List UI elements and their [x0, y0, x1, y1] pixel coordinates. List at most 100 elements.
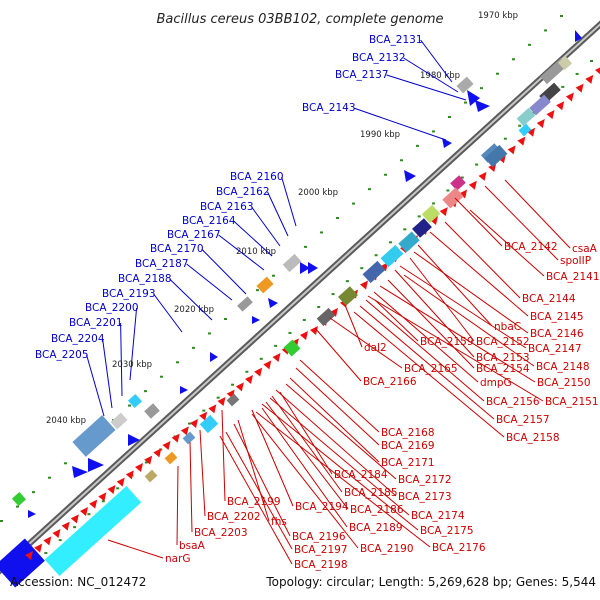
reverse-gene-label[interactable]: BCA_2146 — [530, 328, 584, 340]
reverse-gene-label[interactable]: dmpG — [480, 377, 512, 389]
reverse-gene-label[interactable]: nbaC — [494, 321, 521, 333]
reverse-gene-label[interactable]: BCA_2198 — [294, 559, 348, 571]
forward-gene-label[interactable]: BCA_2143 — [302, 102, 356, 114]
leader-line — [189, 441, 193, 533]
forward-gene-label[interactable]: BCA_2193 — [102, 288, 156, 300]
forward-gene-arrow — [575, 30, 582, 42]
forward-gene-label[interactable]: BCA_2167 — [167, 229, 221, 241]
reverse-gene-arrow — [43, 536, 52, 546]
forward-gene-label[interactable]: BCA_2131 — [369, 34, 423, 46]
leader-line — [314, 327, 362, 382]
reverse-gene-label[interactable]: BCA_2171 — [381, 457, 435, 469]
reverse-gene-arrow — [89, 499, 98, 509]
forward-gene-label[interactable]: BCA_2205 — [35, 349, 89, 361]
reverse-gene-label[interactable]: BCA_2169 — [381, 440, 435, 452]
reverse-gene-label[interactable]: BCA_2173 — [398, 491, 452, 503]
reverse-gene-label[interactable]: BCA_2168 — [381, 427, 435, 439]
reverse-gene-arrow — [25, 551, 33, 560]
reverse-gene-arrow — [208, 404, 217, 414]
forward-gene-label[interactable]: BCA_2162 — [216, 186, 270, 198]
reverse-gene-label[interactable]: BCA_2159 — [420, 336, 474, 348]
tick-dot — [360, 267, 364, 270]
tick-dot — [331, 293, 335, 296]
reverse-gene-label[interactable]: BCA_2157 — [496, 414, 550, 426]
leader-line — [285, 383, 397, 480]
forward-gene-label[interactable]: BCA_2187 — [135, 258, 189, 270]
forward-gene-label[interactable]: BCA_2200 — [85, 302, 139, 314]
leader-line — [420, 39, 453, 83]
reverse-gene-label[interactable]: BCA_2196 — [292, 531, 346, 543]
tick-dot — [512, 58, 515, 61]
kbp-tick-label: 2040 kbp — [46, 416, 86, 426]
leader-line — [186, 263, 233, 301]
reverse-gene-label[interactable]: spoIIP — [560, 255, 591, 267]
reverse-gene-label[interactable]: BCA_2172 — [398, 474, 452, 486]
tick-dot — [224, 318, 227, 320]
tick-dot — [374, 254, 378, 257]
reverse-gene-label[interactable]: BCA_2148 — [536, 361, 590, 373]
leader-line — [102, 338, 113, 409]
reverse-gene-label[interactable]: BCA_2153 — [476, 352, 530, 364]
forward-gene-labels: BCA_2131 BCA_2132 BCA_2137 BCA_2143 BCA_2160… — [35, 34, 467, 417]
forward-gene-label[interactable]: BCA_2188 — [118, 273, 172, 285]
reverse-gene-label[interactable]: BCA_2144 — [522, 293, 576, 305]
reverse-gene-arrow — [556, 101, 565, 111]
reverse-gene-label[interactable]: BCA_2197 — [294, 544, 348, 556]
reverse-gene-label[interactable]: BCA_2202 — [207, 511, 261, 523]
tick-dot — [274, 344, 278, 347]
reverse-gene-label[interactable]: BCA_2152 — [476, 336, 530, 348]
leader-line — [267, 191, 289, 237]
forward-gene-label[interactable]: BCA_2163 — [200, 201, 254, 213]
reverse-gene-label[interactable]: BCA_2158 — [506, 432, 560, 444]
reverse-gene-label[interactable]: BCA_2165 — [404, 363, 458, 375]
leader-line — [86, 354, 105, 417]
forward-gene-label[interactable]: BCA_2201 — [69, 317, 123, 329]
tick-dot — [528, 43, 531, 46]
forward-gene-block — [237, 296, 253, 312]
reverse-gene-label[interactable]: BCA_2151 — [545, 396, 599, 408]
leader-line — [387, 279, 475, 369]
leader-line — [444, 221, 521, 299]
reverse-gene-label[interactable]: BCA_2156 — [486, 396, 540, 408]
forward-gene-label[interactable]: BCA_2170 — [150, 243, 204, 255]
reverse-gene-label[interactable]: BCA_2189 — [349, 522, 403, 534]
tick-dot — [32, 491, 35, 494]
reverse-gene-label[interactable]: BCA_2203 — [194, 527, 248, 539]
leader-line — [379, 285, 536, 383]
reverse-gene-label[interactable]: BCA_2145 — [530, 311, 584, 323]
forward-gene-label[interactable]: BCA_2137 — [335, 69, 389, 81]
reverse-gene-label[interactable]: BCA_2174 — [411, 510, 465, 522]
reverse-gene-label[interactable]: BCA_2147 — [528, 343, 582, 355]
leader-line — [107, 539, 164, 559]
reverse-gene-arrow — [34, 543, 43, 553]
forward-gene-block — [0, 538, 45, 588]
reverse-gene-label[interactable]: csaA — [572, 243, 598, 255]
reverse-gene-label[interactable]: BCA_2175 — [420, 525, 474, 537]
forward-gene-label[interactable]: BCA_2132 — [352, 52, 406, 64]
reverse-gene-label[interactable]: BCA_2176 — [432, 542, 486, 554]
reverse-gene-label[interactable]: BCA_2141 — [546, 271, 600, 283]
forward-gene-label[interactable]: BCA_2164 — [182, 215, 236, 227]
forward-gene-label[interactable]: BCA_2204 — [51, 333, 105, 345]
reverse-gene-label[interactable]: BCA_2166 — [363, 376, 417, 388]
leader-line — [176, 465, 179, 546]
reverse-gene-label[interactable]: narG — [165, 553, 191, 565]
forward-gene-label[interactable]: BCA_2160 — [230, 171, 284, 183]
tick-dot — [64, 462, 67, 465]
reverse-gene-label[interactable]: BCA_2154 — [476, 363, 530, 375]
reverse-gene-arrow — [565, 92, 574, 102]
reverse-gene-arrow — [254, 367, 263, 377]
leader-line — [221, 409, 226, 502]
reverse-gene-label[interactable]: BCA_2185 — [344, 487, 398, 499]
reverse-gene-label[interactable]: BCA_2150 — [537, 377, 591, 389]
reverse-gene-label[interactable]: bsaA — [179, 540, 206, 552]
reverse-gene-arrow — [439, 207, 448, 217]
reverse-gene-arrow — [107, 485, 116, 494]
reverse-gene-arrow — [98, 492, 107, 502]
kbp-tick-label: 2000 kbp — [298, 188, 338, 198]
reverse-gene-label[interactable]: BCA_2186 — [350, 504, 404, 516]
tick-dot — [416, 144, 419, 147]
reverse-gene-label[interactable]: BCA_2142 — [504, 241, 558, 253]
reverse-gene-label[interactable]: BCA_2190 — [360, 543, 414, 555]
